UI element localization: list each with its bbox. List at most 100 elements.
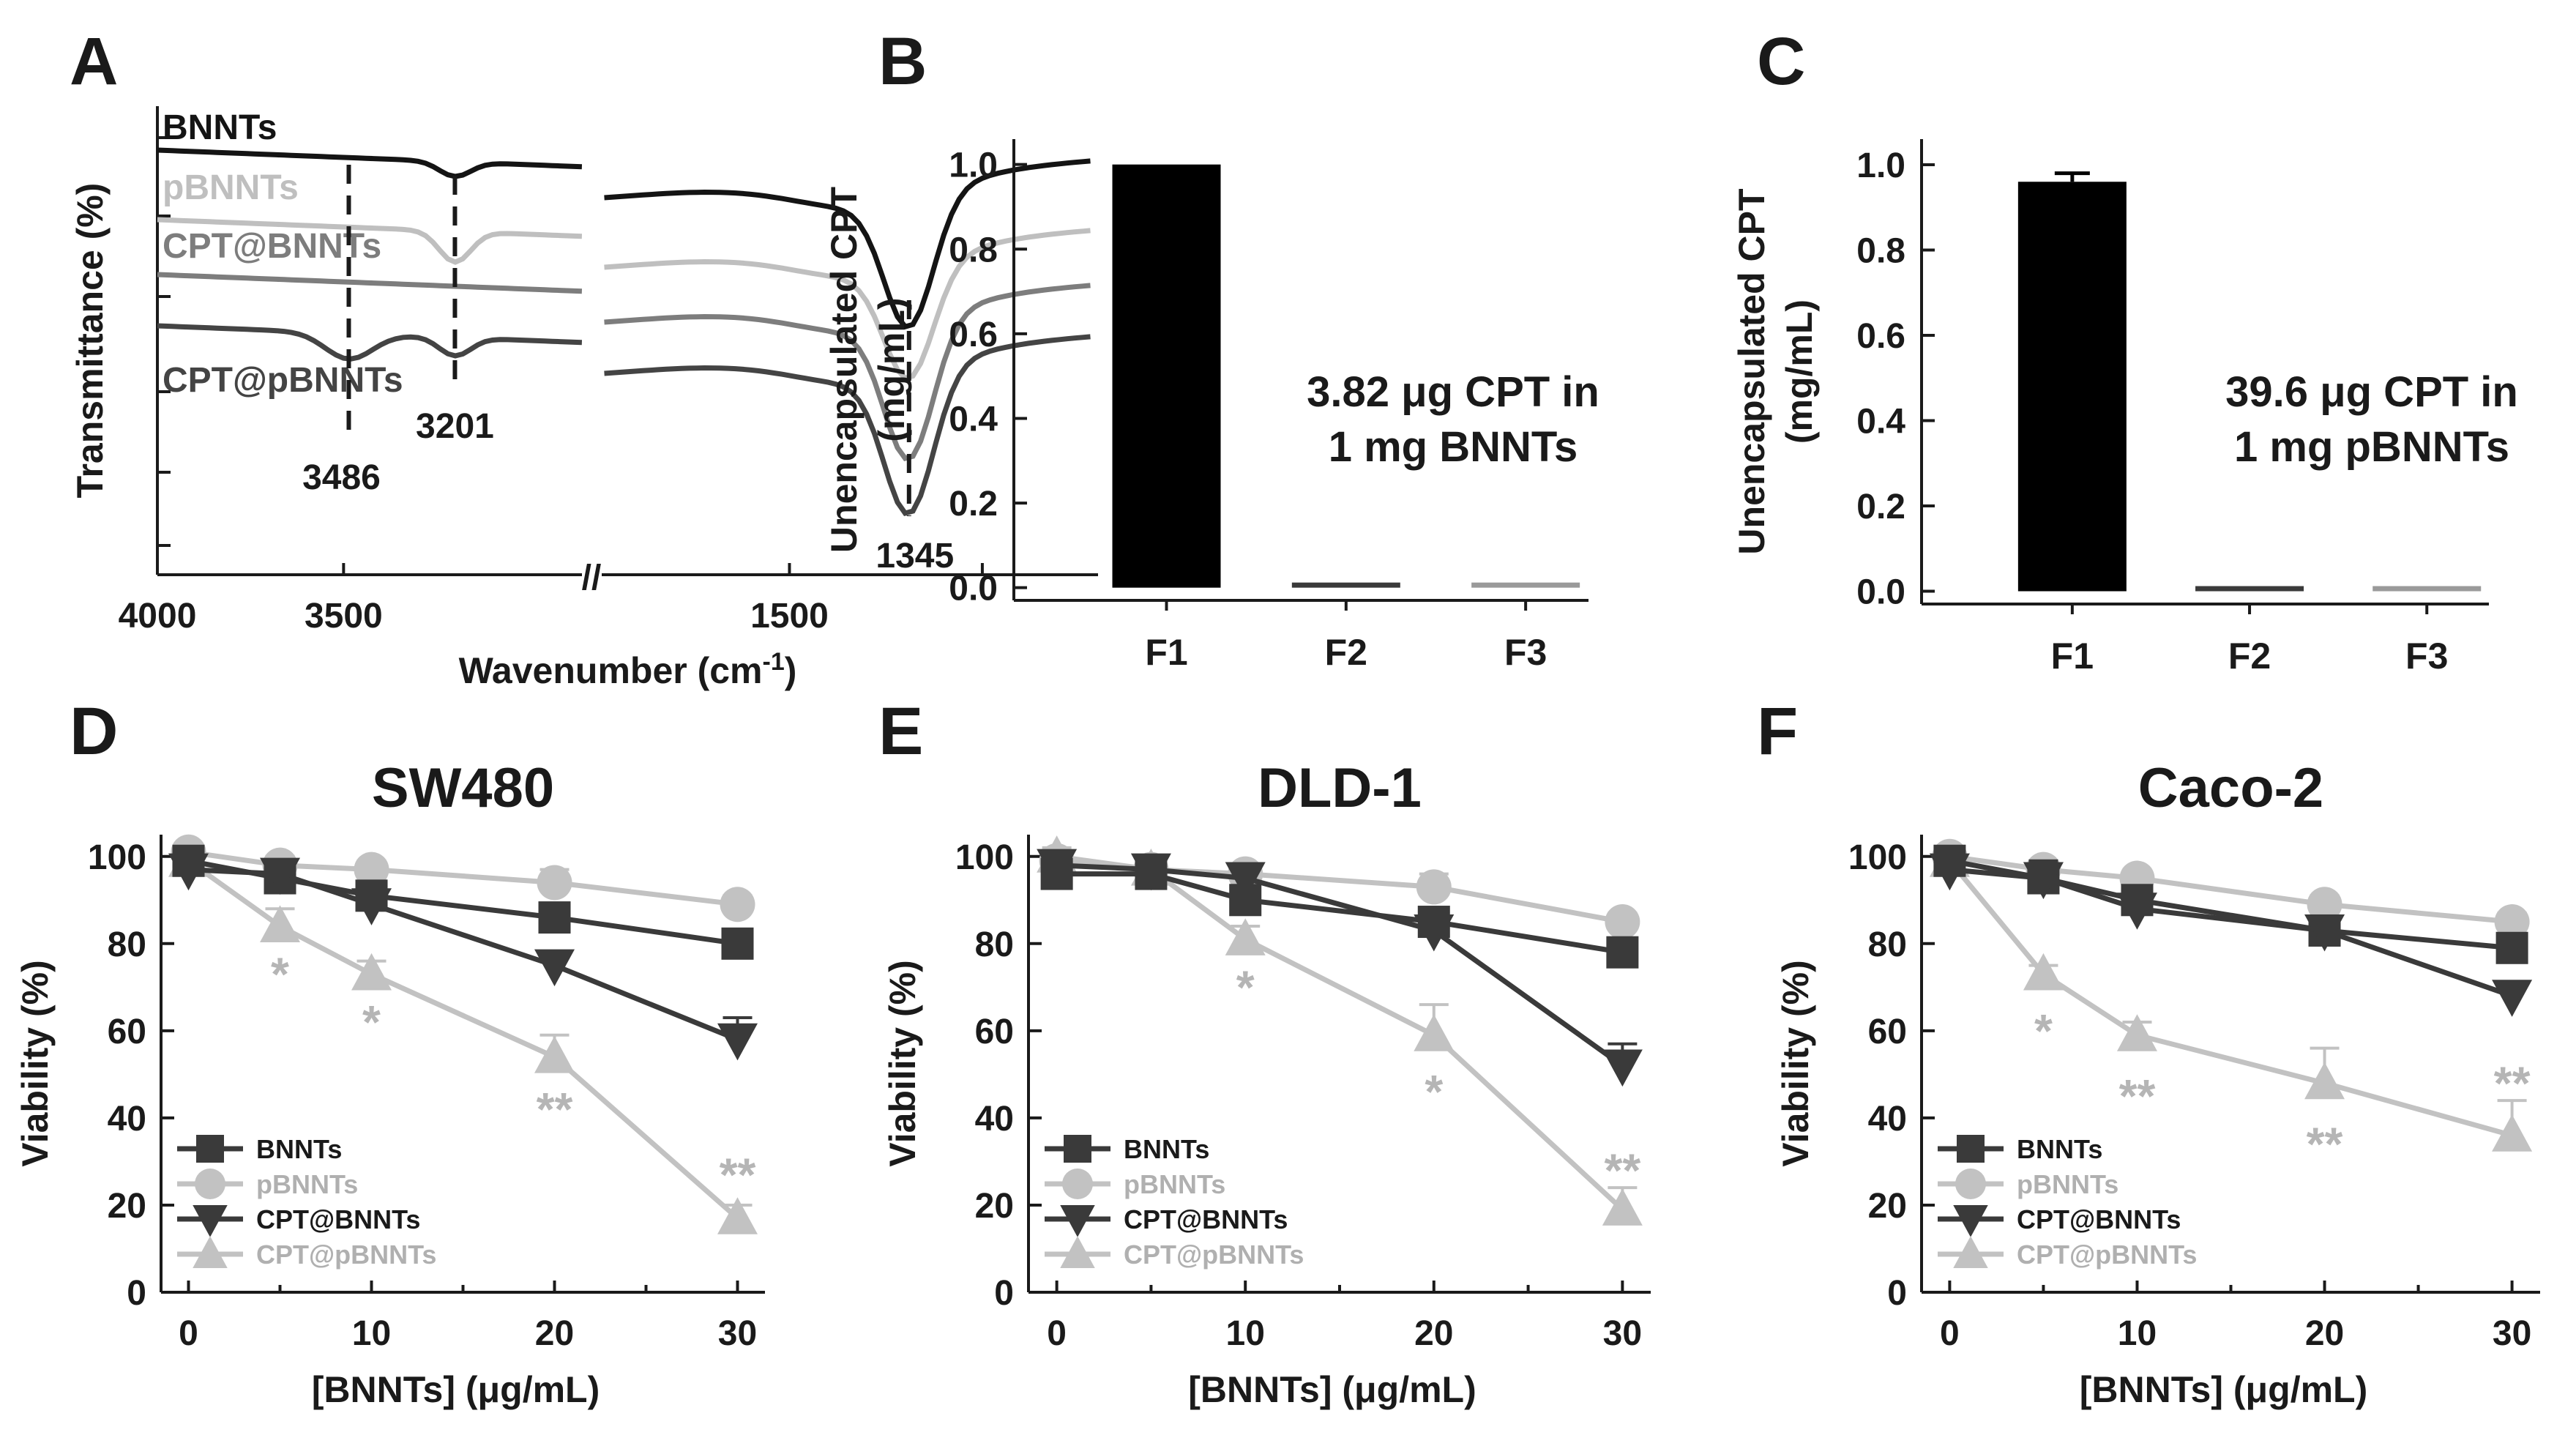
peak-label-3486: 3486: [302, 458, 381, 497]
y-axis-title: Viability (%): [15, 960, 56, 1166]
encapsulation-note-line1: 3.82 μg CPT in: [1307, 368, 1599, 416]
data-point-BNNTs: [1606, 936, 1639, 969]
chart-title: Caco-2: [2138, 757, 2323, 819]
data-point-CPT@BNNTs: [1130, 853, 1171, 891]
data-point-pBNNTs: [354, 851, 389, 887]
data-point-CPT@BNNTs: [1225, 862, 1266, 900]
legend-marker-pBNNTs: [1955, 1169, 1986, 1199]
data-point-CPT@BNNTs: [717, 1023, 758, 1061]
significance-mark: **: [720, 1148, 756, 1201]
y-axis-title: Viability (%): [1775, 960, 1816, 1166]
axis-break-mark: //: [582, 559, 602, 597]
data-point-CPT@BNNTs: [2492, 980, 2533, 1017]
x-tick-label: 10: [352, 1314, 391, 1353]
y-axis-title: Unencapsulated CPT: [824, 187, 865, 553]
x-axis-title: [BNNTs] (μg/mL): [1188, 1369, 1476, 1410]
x-tick-label: 30: [718, 1314, 757, 1353]
x-axis-title-close: ): [785, 650, 797, 691]
data-point-pBNNTs: [1605, 904, 1640, 940]
y-tick-label: 80: [975, 925, 1014, 964]
x-tick-label: 1500: [750, 597, 829, 636]
legend-label-CPT@BNNTs: CPT@BNNTs: [1124, 1204, 1288, 1234]
ftir-chart: // 4000 3500 1500 Wavenumber (cm-1) Transmitt…: [70, 106, 1098, 691]
data-point-CPT@BNNTs: [2023, 862, 2064, 900]
data-point-pBNNTs: [720, 887, 755, 923]
y-tick-label: 40: [975, 1100, 1014, 1138]
data-point-pBNNTs: [1416, 869, 1452, 905]
data-point-CPT@pBNNTs: [1225, 918, 1266, 955]
data-point-CPT@pBNNTs: [1602, 1188, 1643, 1226]
legend-marker-BNNTs: [1957, 1135, 1985, 1163]
data-point-CPT@BNNTs: [1414, 914, 1455, 952]
y-tick-label: 0.8: [1856, 231, 1905, 270]
y-tick-label: 0.4: [1856, 402, 1905, 441]
spectrum-right-pBNNTs: [604, 228, 1091, 381]
data-point-CPT@pBNNTs: [1414, 1014, 1455, 1051]
bar-F3: [2372, 586, 2482, 592]
category-label-F3: F3: [2405, 636, 2448, 677]
data-point-CPT@pBNNTs: [351, 953, 392, 991]
legend-marker-pBNNTs: [195, 1169, 225, 1199]
bar-chart-pbnnts: 0.0 0.2 0.4 0.6 0.8 1.0 F1 F2 F3 Unencapsulated C…: [1731, 139, 2518, 677]
legend-label-CPT@pBNNTs: CPT@pBNNTs: [2017, 1240, 2197, 1270]
x-axis-title: [BNNTs] (μg/mL): [2080, 1369, 2367, 1410]
y-tick-label: 20: [975, 1187, 1014, 1226]
category-label-F3: F3: [1504, 632, 1547, 673]
y-tick-label: 0.2: [949, 485, 998, 523]
data-point-CPT@BNNTs: [2116, 892, 2157, 930]
bar-F1: [2017, 182, 2127, 592]
legend-marker-BNNTs: [196, 1135, 224, 1163]
x-tick-label: 20: [1414, 1314, 1453, 1353]
y-axis-title-unit: (mg/mL): [1779, 299, 1820, 444]
legend-marker-CPT@pBNNTs: [1953, 1236, 1988, 1268]
legend-label-CPT@BNNTs: CPT@BNNTs: [256, 1204, 420, 1234]
data-point-CPT@BNNTs: [1929, 853, 1970, 891]
significance-mark: **: [2494, 1056, 2531, 1109]
y-tick-label: 80: [108, 925, 146, 964]
y-tick-label: 40: [1868, 1100, 1907, 1138]
data-point-pBNNTs: [537, 865, 572, 901]
legend-label-pBNNTs: pBNNTs: [1124, 1169, 1225, 1199]
y-tick-label: 60: [975, 1013, 1014, 1051]
data-point-CPT@BNNTs: [351, 888, 392, 925]
y-tick-label: 20: [1868, 1187, 1907, 1226]
legend-label-BNNTs: BNNTs: [1124, 1134, 1209, 1164]
y-tick-label: 20: [108, 1187, 146, 1226]
y-tick-label: 100: [1848, 838, 1907, 877]
x-tick-label: 20: [2305, 1314, 2344, 1353]
legend-label-BNNTs: BNNTs: [256, 1134, 342, 1164]
legend-label-CPT@pBNNTs: CPT@pBNNTs: [1124, 1240, 1304, 1270]
significance-mark: *: [362, 996, 381, 1048]
series-label-CPT@pBNNTs: CPT@pBNNTs: [163, 361, 403, 400]
significance-mark: *: [1425, 1065, 1443, 1118]
y-tick-label: 0.0: [1856, 573, 1905, 612]
x-tick-label: 3500: [305, 597, 383, 636]
data-point-CPT@BNNTs: [168, 853, 209, 891]
significance-mark: **: [1604, 1144, 1640, 1196]
x-tick-label: 10: [1226, 1314, 1265, 1353]
y-axis-title: Viability (%): [882, 960, 923, 1166]
data-point-BNNTs: [538, 901, 571, 934]
x-axis-title-superscript: -1: [763, 648, 785, 676]
panel-letter-a: A: [70, 24, 118, 99]
encapsulation-note-line2: 1 mg pBNNTs: [2234, 423, 2509, 471]
y-tick-label: 100: [88, 838, 146, 877]
data-point-CPT@BNNTs: [1037, 849, 1078, 887]
x-tick-label: 0: [179, 1314, 198, 1353]
significance-mark: **: [2119, 1070, 2156, 1122]
data-point-CPT@pBNNTs: [260, 905, 300, 942]
category-label-F2: F2: [1325, 632, 1367, 673]
y-axis-title: Transmittance (%): [70, 183, 111, 499]
series-line-CPT@BNNTs: [1056, 862, 1624, 1068]
legend-label-CPT@pBNNTs: CPT@pBNNTs: [256, 1240, 436, 1270]
data-point-CPT@pBNNTs: [2492, 1114, 2533, 1152]
x-tick-label: 30: [1603, 1314, 1642, 1353]
series-label-CPT@BNNTs: CPT@BNNTs: [163, 227, 381, 266]
data-point-CPT@BNNTs: [1602, 1049, 1643, 1087]
legend-marker-CPT@BNNTs: [1953, 1205, 1988, 1237]
y-tick-label: 1.0: [949, 146, 998, 185]
data-point-CPT@pBNNTs: [2116, 1014, 2157, 1051]
bar-chart-bnnts: 0.0 0.2 0.4 0.6 0.8 1.0 F1 F2 F3 Unencapsulated C…: [824, 139, 1599, 673]
x-tick-label: 0: [1940, 1314, 1960, 1353]
y-tick-label: 0.6: [1856, 317, 1905, 356]
